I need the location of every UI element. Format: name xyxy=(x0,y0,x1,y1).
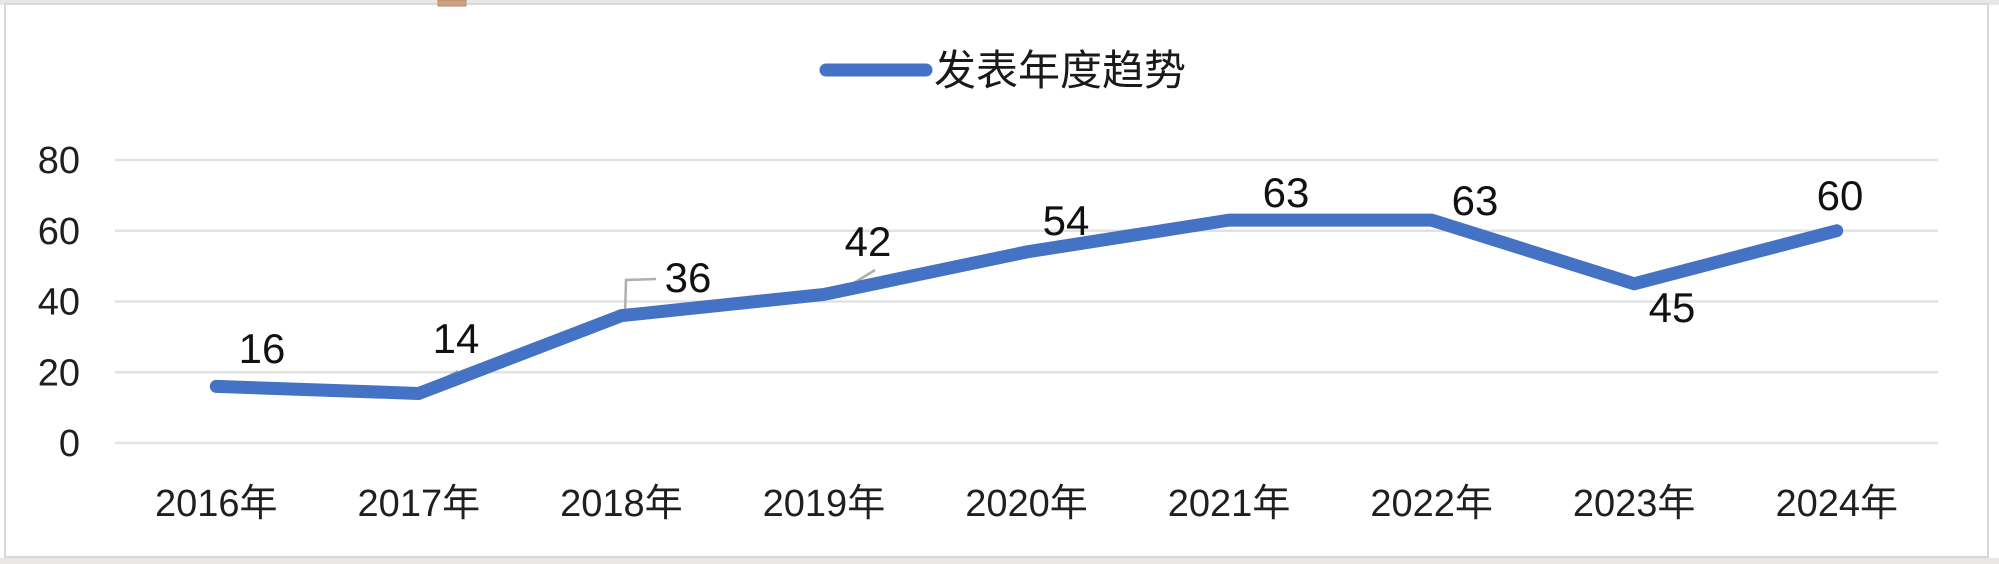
bottom-edge-strip xyxy=(0,558,1999,564)
x-tick-label: 2016年 xyxy=(155,483,278,525)
y-tick-label: 20 xyxy=(38,352,80,394)
y-tick-label: 60 xyxy=(38,211,80,253)
y-axis-labels: 0 20 40 60 80 xyxy=(38,140,80,465)
data-label: 63 xyxy=(1263,169,1310,216)
top-edge-strip xyxy=(0,0,1999,5)
x-tick-label: 2022年 xyxy=(1370,483,1493,525)
y-tick-label: 40 xyxy=(38,282,80,324)
legend[interactable]: 发表年度趋势 xyxy=(819,47,1186,94)
x-tick-label: 2019年 xyxy=(763,483,886,525)
series-line[interactable] xyxy=(209,213,1844,400)
data-label: 42 xyxy=(845,218,892,265)
y-tick-label: 0 xyxy=(59,423,80,465)
x-tick-label: 2017年 xyxy=(358,483,481,525)
data-label: 14 xyxy=(433,315,480,362)
x-tick-label: 2018年 xyxy=(560,483,683,525)
x-tick-label: 2021年 xyxy=(1168,483,1291,525)
x-axis-labels: 2016年 2017年 2018年 2019年 2020年 2021年 2022年 2023年… xyxy=(155,483,1898,525)
data-labels: 16 14 36 42 54 63 63 45 60 xyxy=(239,169,1864,372)
series-line-group xyxy=(209,213,1844,400)
y-tick-label: 80 xyxy=(38,140,80,182)
data-label: 45 xyxy=(1649,284,1696,331)
x-tick-label: 2023年 xyxy=(1573,483,1696,525)
x-tick-label: 2020年 xyxy=(965,483,1088,525)
legend-label: 发表年度趋势 xyxy=(934,47,1186,94)
leader-line xyxy=(623,277,657,316)
x-tick-label: 2024年 xyxy=(1775,483,1898,525)
data-label: 60 xyxy=(1817,172,1864,219)
data-label: 16 xyxy=(239,325,286,372)
data-label: 63 xyxy=(1452,177,1499,224)
data-label: 36 xyxy=(665,254,712,301)
data-label: 54 xyxy=(1043,197,1090,244)
gridlines xyxy=(115,158,1938,445)
top-border-artifact xyxy=(437,0,467,7)
